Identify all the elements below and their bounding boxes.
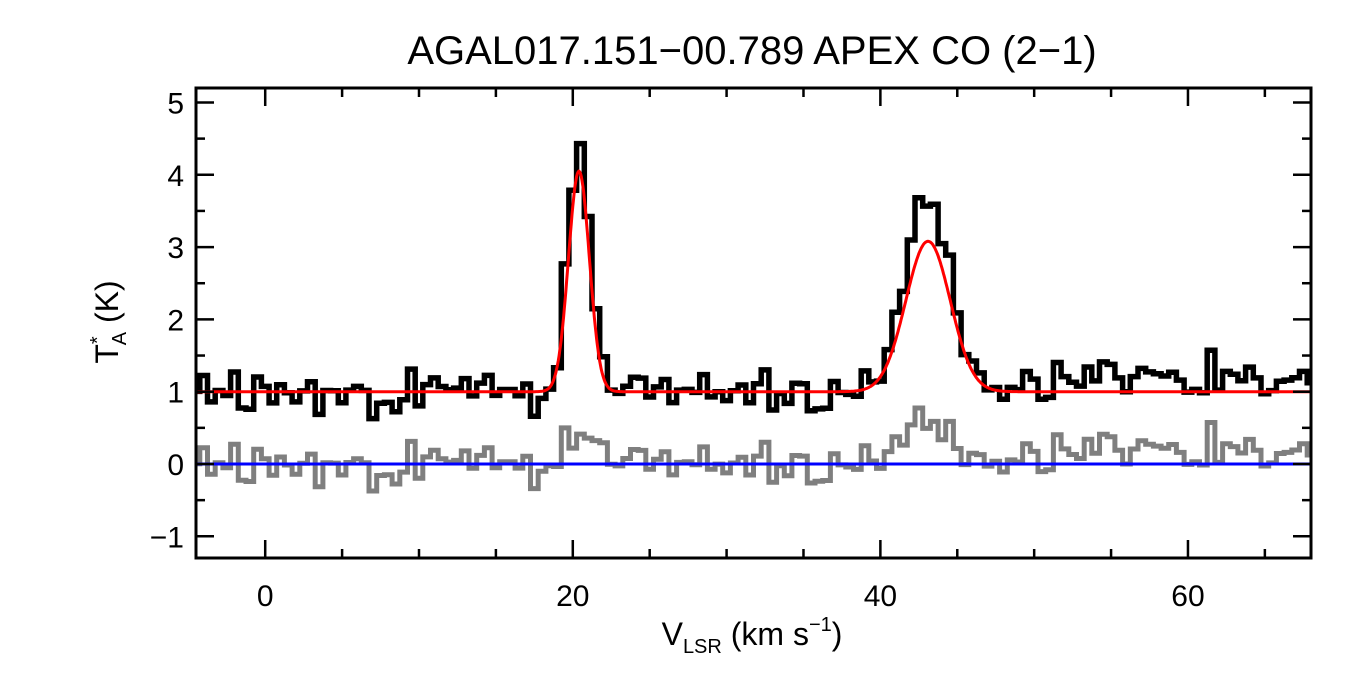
residual-spectrum-line [196,405,1311,494]
observed-spectrum-line [196,140,1311,422]
x-tick-label: 20 [556,580,589,613]
y-tick-label: −1 [150,521,184,554]
plot-frame [194,86,1313,560]
axis-ticks [196,88,1311,558]
plot-area [194,86,1313,560]
gaussian-fit-line [196,169,1311,394]
y-tick-label: 3 [167,232,184,265]
y-axis-label: T*A (K) [87,280,131,363]
x-tick-label: 0 [257,580,274,613]
y-tick-labels: −1 0 1 2 3 4 5 [150,87,184,554]
x-tick-label: 40 [864,580,897,613]
x-axis-label: VLSR (km s−1) [662,614,843,658]
x-tick-label: 60 [1171,580,1204,613]
x-tick-labels: 0 20 40 60 [257,580,1205,613]
y-tick-label: 5 [167,87,184,120]
y-tick-label: 2 [167,304,184,337]
chart-title: AGAL017.151−00.789 APEX CO (2−1) [407,29,1096,73]
y-tick-label: 4 [167,160,184,193]
y-tick-label: 1 [167,377,184,410]
y-tick-label: 0 [167,449,184,482]
